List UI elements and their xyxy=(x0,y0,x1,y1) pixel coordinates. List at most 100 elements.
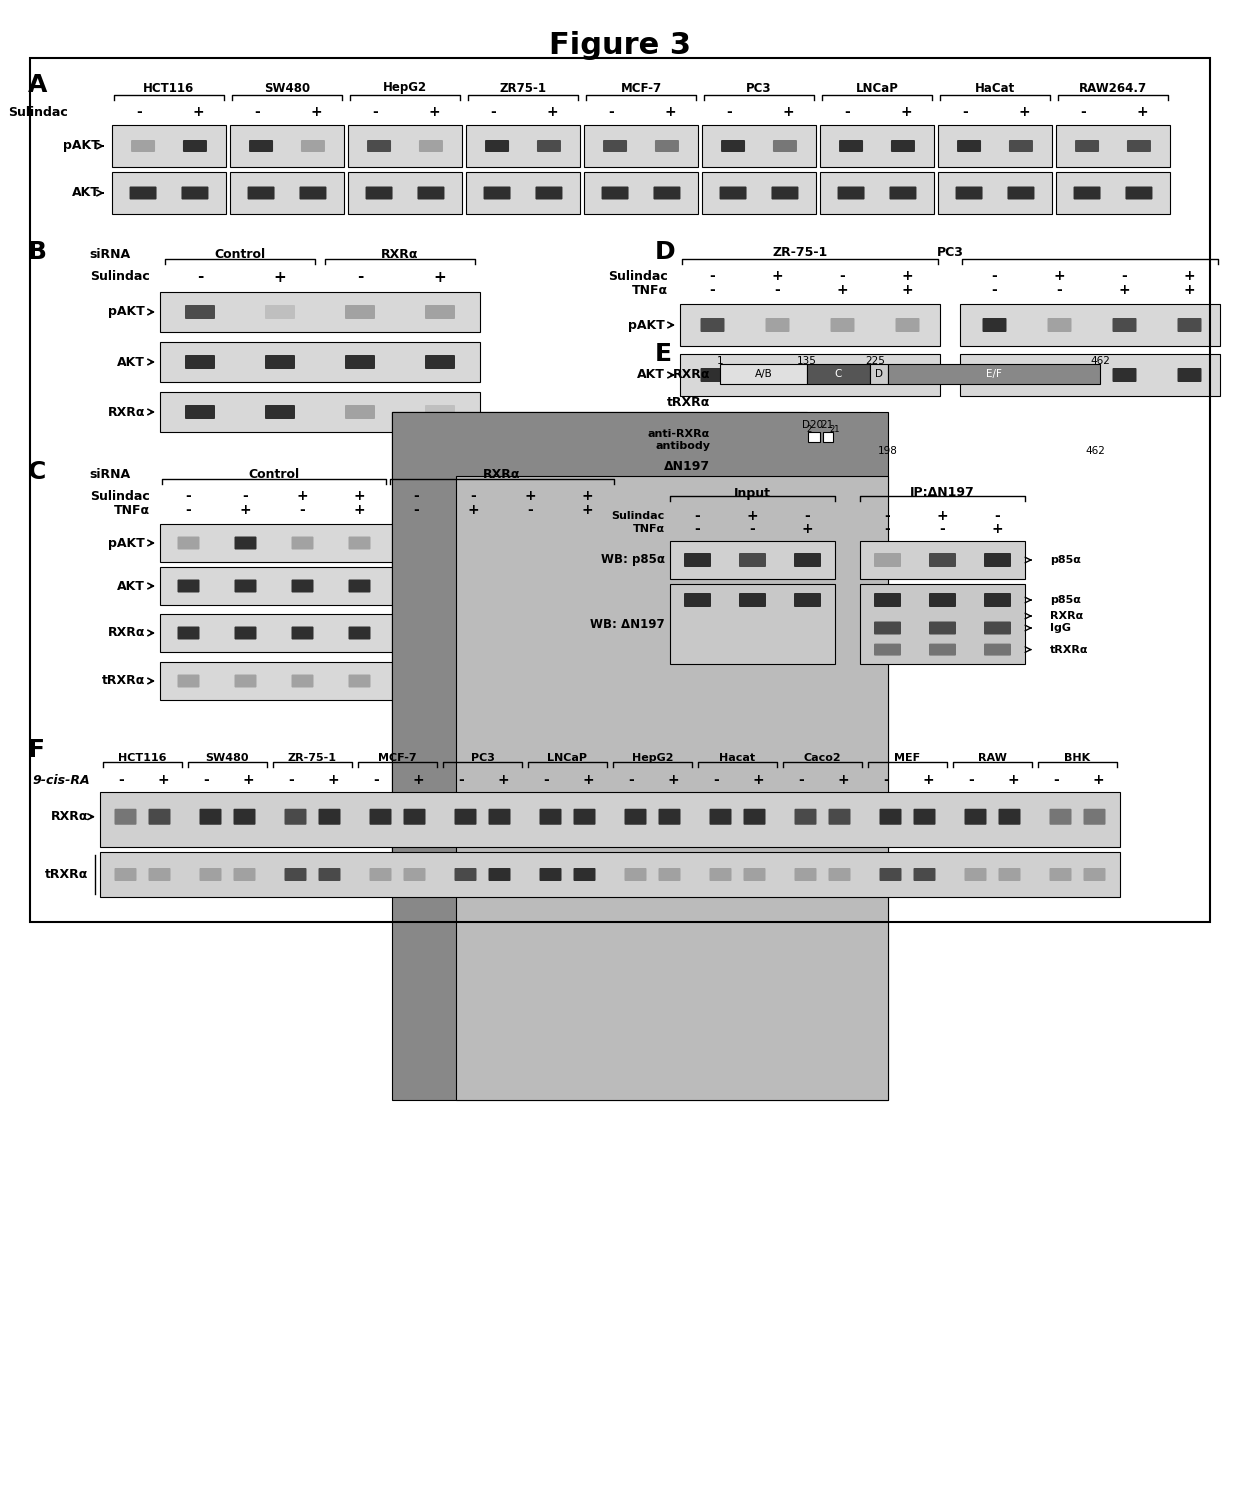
Text: -: - xyxy=(992,269,997,283)
Text: -: - xyxy=(709,269,715,283)
Text: AKT: AKT xyxy=(637,369,665,381)
FancyBboxPatch shape xyxy=(985,621,1011,635)
Text: +: + xyxy=(753,774,765,787)
Text: WB: ΔN197: WB: ΔN197 xyxy=(590,618,665,630)
FancyBboxPatch shape xyxy=(879,867,901,881)
Text: +: + xyxy=(434,269,446,284)
Text: -: - xyxy=(186,490,191,503)
Text: LNCaP: LNCaP xyxy=(856,82,899,95)
Text: 225: 225 xyxy=(866,357,885,366)
Text: -: - xyxy=(883,774,889,787)
FancyBboxPatch shape xyxy=(248,186,274,199)
Text: IgG: IgG xyxy=(1050,623,1071,633)
FancyBboxPatch shape xyxy=(1007,186,1034,199)
Text: +: + xyxy=(838,774,849,787)
Text: PC3: PC3 xyxy=(746,82,771,95)
Text: +: + xyxy=(327,774,340,787)
FancyBboxPatch shape xyxy=(1049,867,1071,881)
Text: -: - xyxy=(203,774,210,787)
FancyBboxPatch shape xyxy=(370,808,392,825)
Text: -: - xyxy=(1080,104,1086,119)
FancyBboxPatch shape xyxy=(1178,369,1202,382)
Text: -: - xyxy=(243,490,248,503)
Bar xyxy=(937,125,1052,168)
Bar xyxy=(1056,172,1171,215)
FancyBboxPatch shape xyxy=(573,808,595,825)
Text: Input: Input xyxy=(734,487,771,500)
FancyBboxPatch shape xyxy=(1074,186,1101,199)
FancyBboxPatch shape xyxy=(795,808,816,825)
FancyBboxPatch shape xyxy=(129,186,156,199)
Text: +: + xyxy=(665,104,676,119)
FancyBboxPatch shape xyxy=(520,536,542,550)
FancyBboxPatch shape xyxy=(366,186,393,199)
Bar xyxy=(808,432,820,443)
FancyBboxPatch shape xyxy=(982,369,1007,382)
Text: tRXRα: tRXRα xyxy=(45,867,88,881)
Bar xyxy=(466,125,580,168)
Text: -: - xyxy=(254,104,260,119)
Text: +: + xyxy=(901,283,914,298)
FancyBboxPatch shape xyxy=(701,369,724,382)
FancyBboxPatch shape xyxy=(520,580,542,592)
Text: -: - xyxy=(1056,283,1063,298)
Text: -: - xyxy=(118,774,124,787)
FancyBboxPatch shape xyxy=(234,627,257,639)
FancyBboxPatch shape xyxy=(284,808,306,825)
Text: +: + xyxy=(1184,269,1195,283)
Text: HCT116: HCT116 xyxy=(118,752,166,763)
FancyBboxPatch shape xyxy=(658,867,681,881)
FancyBboxPatch shape xyxy=(1048,317,1071,332)
FancyBboxPatch shape xyxy=(709,867,732,881)
Text: pAKT: pAKT xyxy=(108,536,145,550)
Text: -: - xyxy=(750,521,755,536)
Text: RAW264.7: RAW264.7 xyxy=(1079,82,1147,95)
FancyBboxPatch shape xyxy=(744,867,765,881)
Text: -: - xyxy=(414,503,419,517)
Text: Control: Control xyxy=(248,467,300,480)
Bar xyxy=(861,541,1025,579)
Text: +: + xyxy=(1092,774,1105,787)
FancyBboxPatch shape xyxy=(709,808,732,825)
Text: antibody: antibody xyxy=(655,441,711,450)
Bar xyxy=(160,524,616,562)
FancyBboxPatch shape xyxy=(233,808,255,825)
Text: tRXRα: tRXRα xyxy=(102,674,145,688)
Bar xyxy=(348,125,463,168)
Text: +: + xyxy=(1054,269,1065,283)
FancyBboxPatch shape xyxy=(405,627,428,639)
Text: Sulindac: Sulindac xyxy=(611,511,665,521)
Text: -: - xyxy=(962,104,968,119)
FancyBboxPatch shape xyxy=(965,808,987,825)
Text: BHK: BHK xyxy=(1064,752,1090,763)
Text: Sulindac: Sulindac xyxy=(91,490,150,503)
Text: RAW: RAW xyxy=(978,752,1007,763)
Text: pAKT: pAKT xyxy=(108,305,145,319)
Text: -: - xyxy=(459,774,464,787)
FancyBboxPatch shape xyxy=(929,644,956,656)
FancyBboxPatch shape xyxy=(625,867,646,881)
FancyBboxPatch shape xyxy=(601,186,629,199)
Text: +: + xyxy=(900,104,913,119)
FancyBboxPatch shape xyxy=(484,186,511,199)
Text: TNFα: TNFα xyxy=(114,503,150,517)
FancyBboxPatch shape xyxy=(985,553,1011,567)
FancyBboxPatch shape xyxy=(837,186,864,199)
FancyBboxPatch shape xyxy=(655,141,680,153)
FancyBboxPatch shape xyxy=(1048,369,1071,382)
FancyBboxPatch shape xyxy=(425,355,455,369)
Text: +: + xyxy=(353,490,366,503)
Bar xyxy=(160,662,616,700)
Bar xyxy=(160,391,480,432)
FancyBboxPatch shape xyxy=(520,674,542,688)
FancyBboxPatch shape xyxy=(998,867,1021,881)
Text: 135: 135 xyxy=(797,357,817,366)
Text: AKT: AKT xyxy=(117,355,145,369)
Bar xyxy=(160,567,616,604)
FancyBboxPatch shape xyxy=(577,674,599,688)
Bar xyxy=(702,172,816,215)
Bar xyxy=(456,476,888,1100)
FancyBboxPatch shape xyxy=(489,808,511,825)
FancyBboxPatch shape xyxy=(765,317,790,332)
Text: Control: Control xyxy=(215,248,265,260)
